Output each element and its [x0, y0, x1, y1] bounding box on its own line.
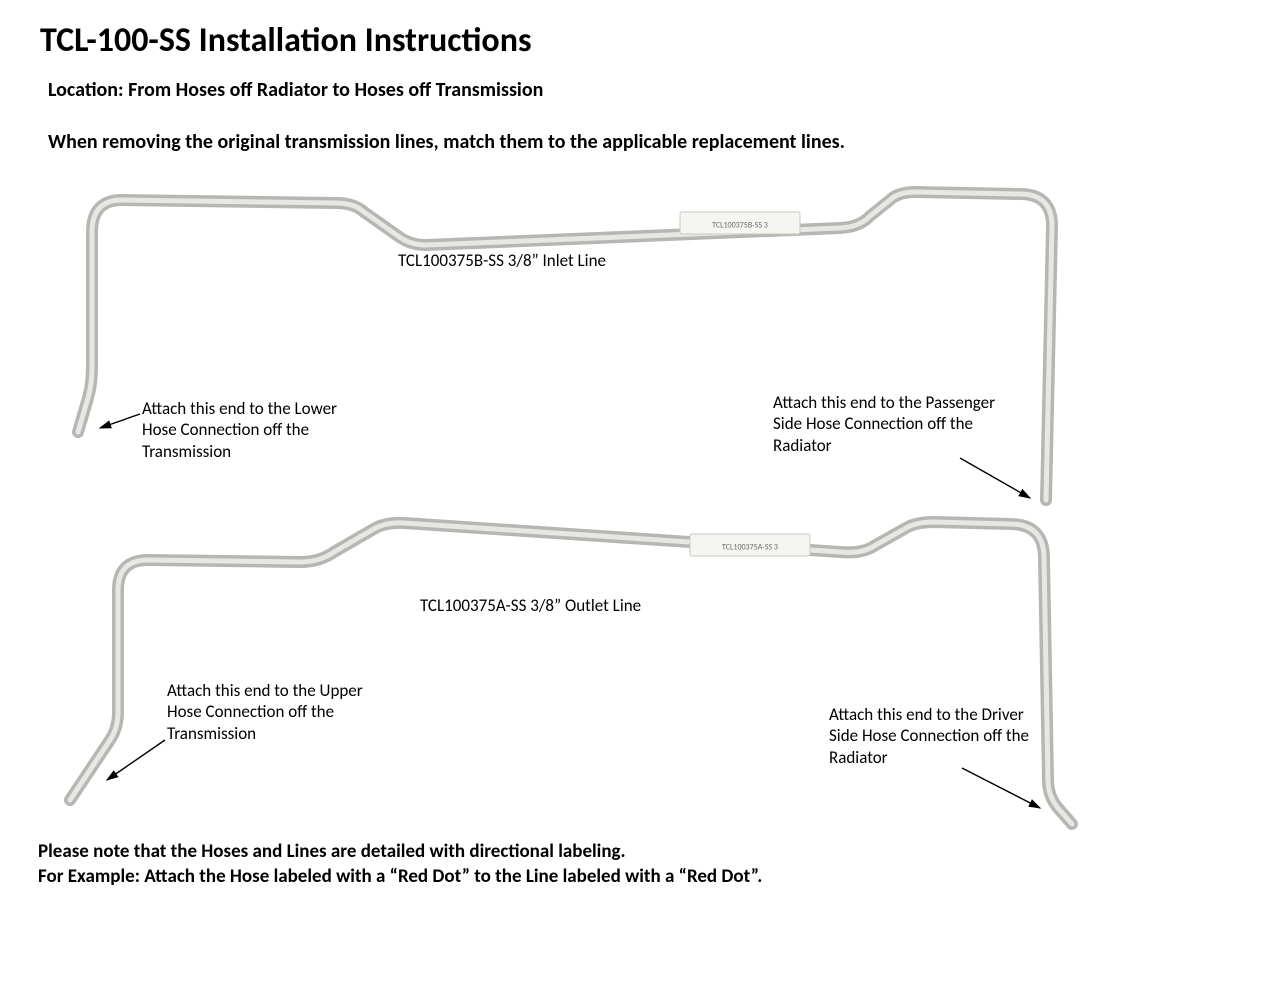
lower-right-arrow	[962, 768, 1040, 808]
lower-left-arrow	[107, 740, 165, 780]
footnote-line-2: For Example: Attach the Hose labeled wit…	[38, 865, 762, 890]
upper-part-label: TCL100375B-SS 3/8” Inlet Line	[398, 250, 606, 271]
upper-tube-sticker-text: TCL100375B-SS 3	[712, 220, 768, 230]
lower-tube-outer	[70, 522, 1072, 824]
footnote-line-1: Please note that the Hoses and Lines are…	[38, 840, 762, 865]
upper-tube-sticker	[680, 212, 800, 234]
lower-part-label: TCL100375A-SS 3/8” Outlet Line	[420, 595, 641, 616]
upper-left-arrow	[100, 414, 140, 428]
lower-right-callout: Attach this end to the Driver Side Hose …	[829, 704, 1049, 768]
upper-right-arrow	[960, 458, 1030, 498]
page-title: TCL-100-SS Installation Instructions	[40, 20, 532, 61]
main-instruction: When removing the original transmission …	[48, 130, 845, 154]
location-subtitle: Location: From Hoses off Radiator to Hos…	[48, 78, 543, 102]
footnote: Please note that the Hoses and Lines are…	[38, 840, 762, 889]
upper-left-callout: Attach this end to the Lower Hose Connec…	[142, 398, 372, 462]
lower-tube-highlight	[70, 522, 1072, 824]
instruction-page: TCL-100-SS Installation Instructions Loc…	[0, 0, 1280, 989]
lower-tube-group: TCL100375A-SS 3	[70, 522, 1072, 824]
lower-left-callout: Attach this end to the Upper Hose Connec…	[167, 680, 397, 744]
upper-right-callout: Attach this end to the Passenger Side Ho…	[773, 392, 1013, 456]
lower-tube-sticker-text: TCL100375A-SS 3	[722, 542, 778, 552]
lower-tube-sticker	[690, 534, 810, 556]
